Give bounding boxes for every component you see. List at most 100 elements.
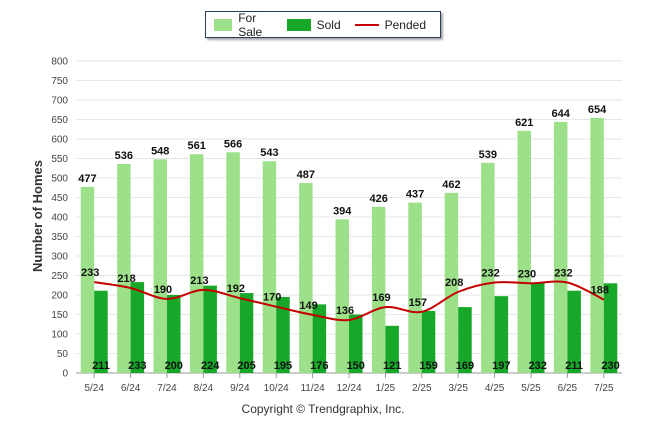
x-tick-label: 12/24: [336, 383, 361, 394]
bar-for-sale[interactable]: [262, 161, 277, 373]
label-for-sale: 654: [588, 104, 607, 116]
y-axis-ticks: 0 50 100 150 200 250 300 350 400 450 500 550 600 650 7…: [51, 57, 68, 380]
bar-for-sale[interactable]: [117, 163, 131, 373]
legend-label-for-sale: For Sale: [238, 10, 263, 39]
label-sold: 230: [601, 360, 619, 372]
bar-sold[interactable]: [94, 290, 108, 373]
copyright: Copyright © Trendgraphix, Inc.: [241, 402, 405, 416]
y-tick-label: 250: [51, 271, 68, 282]
x-tick-label: 1/25: [376, 383, 396, 394]
bar-sold[interactable]: [603, 283, 618, 373]
x-tick-label: 9/24: [230, 383, 250, 394]
bar-for-sale[interactable]: [371, 206, 386, 373]
x-tick-label: 7/24: [157, 383, 177, 394]
x-tick-label: 10/24: [264, 383, 289, 394]
bar-for-sale[interactable]: [153, 159, 168, 373]
bar-for-sale[interactable]: [189, 154, 204, 373]
legend-item-for-sale[interactable]: For Sale: [214, 11, 273, 39]
bar-for-sale[interactable]: [444, 192, 459, 373]
x-tick-label: 2/25: [412, 383, 432, 394]
pended-swatch: [354, 23, 379, 26]
bar-for-sale[interactable]: [80, 186, 95, 373]
sold-swatch: [286, 18, 311, 31]
y-tick-label: 450: [51, 193, 68, 204]
label-for-sale: 426: [369, 193, 387, 205]
legend-item-pended[interactable]: Pended: [354, 17, 426, 32]
label-for-sale: 477: [78, 173, 96, 185]
bar-sold[interactable]: [494, 296, 509, 373]
bars: [80, 117, 618, 374]
x-tick-label: 6/24: [121, 383, 141, 394]
y-tick-label: 0: [62, 369, 68, 380]
bar-sold[interactable]: [312, 304, 327, 373]
x-tick-label: 7/25: [594, 383, 614, 394]
x-tick-label: 3/25: [448, 383, 468, 394]
bar-sold[interactable]: [349, 314, 363, 374]
legend-item-sold[interactable]: Sold: [286, 17, 341, 32]
x-tick-label: 5/24: [84, 383, 104, 394]
bar-sold[interactable]: [531, 282, 545, 373]
y-tick-label: 400: [51, 213, 68, 224]
x-tick-label: 4/25: [485, 383, 505, 394]
label-sold: 200: [165, 360, 183, 372]
x-tick-label: 5/25: [521, 383, 541, 394]
label-for-sale: 644: [551, 108, 570, 120]
label-pended: 190: [154, 284, 172, 296]
bar-sold[interactable]: [567, 290, 581, 373]
bar-for-sale[interactable]: [553, 121, 568, 373]
label-for-sale: 566: [224, 138, 242, 150]
label-sold: 211: [92, 360, 110, 372]
legend: For Sale Sold Pended: [205, 11, 441, 39]
bar-for-sale[interactable]: [226, 152, 240, 373]
bar-for-sale[interactable]: [481, 162, 495, 373]
bar-for-sale[interactable]: [299, 183, 313, 373]
y-tick-label: 500: [51, 174, 68, 185]
bar-for-sale[interactable]: [335, 219, 350, 373]
y-tick-label: 750: [51, 76, 68, 87]
for-sale-swatch: [214, 18, 233, 31]
data-labels: 477 211 233 536 233 218 548 200 190 561 224 213 566 2…: [78, 104, 619, 372]
legend-label-pended: Pended: [384, 17, 426, 32]
label-for-sale: 487: [297, 169, 315, 181]
y-tick-label: 700: [51, 96, 68, 107]
x-tick-label: 8/24: [194, 383, 214, 394]
bar-sold[interactable]: [421, 310, 436, 373]
label-pended: 230: [518, 268, 536, 280]
label-for-sale: 394: [333, 205, 352, 217]
y-tick-label: 600: [51, 135, 68, 146]
label-sold: 211: [565, 360, 583, 372]
y-tick-label: 650: [51, 115, 68, 126]
label-sold: 197: [492, 360, 510, 372]
bar-sold[interactable]: [385, 325, 399, 373]
label-for-sale: 536: [115, 150, 133, 162]
legend-label-sold: Sold: [316, 17, 341, 32]
bar-sold[interactable]: [276, 296, 290, 373]
bar-for-sale[interactable]: [517, 130, 532, 373]
bar-sold[interactable]: [239, 293, 254, 373]
label-pended: 232: [481, 268, 499, 280]
bar-sold[interactable]: [458, 307, 472, 373]
label-sold: 232: [529, 360, 547, 372]
label-for-sale: 561: [187, 140, 205, 152]
label-for-sale: 543: [260, 147, 278, 159]
label-pended: 169: [372, 292, 390, 304]
label-pended: 218: [117, 273, 135, 285]
label-pended: 233: [81, 267, 99, 279]
bar-for-sale[interactable]: [408, 202, 422, 373]
bar-sold[interactable]: [130, 282, 145, 373]
label-sold: 121: [383, 360, 401, 372]
label-sold: 159: [419, 360, 437, 372]
y-axis-label: Number of Homes: [30, 160, 45, 272]
label-pended: 136: [336, 305, 354, 317]
label-pended: 157: [409, 297, 427, 309]
label-sold: 176: [310, 360, 328, 372]
label-pended: 170: [263, 292, 281, 304]
y-tick-label: 50: [57, 349, 69, 360]
x-tick-label: 11/24: [300, 383, 325, 394]
label-sold: 169: [456, 360, 474, 372]
bar-for-sale[interactable]: [590, 117, 604, 373]
bar-sold[interactable]: [203, 285, 217, 373]
bar-sold[interactable]: [167, 295, 181, 373]
y-tick-label: 350: [51, 232, 68, 243]
